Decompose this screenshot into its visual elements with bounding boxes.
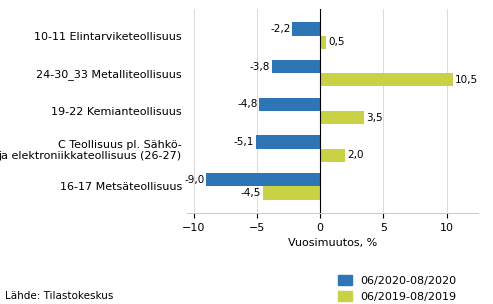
X-axis label: Vuosimuutos, %: Vuosimuutos, %	[288, 238, 378, 248]
Bar	[206, 173, 320, 186]
Text: -5,1: -5,1	[233, 137, 254, 147]
Bar	[320, 73, 453, 86]
Bar	[292, 22, 320, 36]
Text: -3,8: -3,8	[250, 62, 270, 72]
Bar	[320, 149, 346, 162]
Bar	[263, 186, 320, 200]
Bar	[259, 98, 320, 111]
Text: -9,0: -9,0	[184, 175, 205, 185]
Text: 2,0: 2,0	[347, 150, 364, 160]
Text: -4,5: -4,5	[241, 188, 261, 198]
Text: -4,8: -4,8	[237, 99, 257, 109]
Legend: 06/2020-08/2020, 06/2019-08/2019: 06/2020-08/2020, 06/2019-08/2019	[338, 275, 457, 302]
Text: -2,2: -2,2	[270, 24, 290, 34]
Text: 0,5: 0,5	[328, 37, 345, 47]
Bar	[320, 36, 326, 49]
Bar	[256, 136, 320, 149]
Bar	[320, 111, 364, 124]
Text: 10,5: 10,5	[455, 75, 478, 85]
Text: Lähde: Tilastokeskus: Lähde: Tilastokeskus	[5, 291, 113, 301]
Bar	[272, 60, 320, 73]
Text: 3,5: 3,5	[366, 112, 383, 123]
